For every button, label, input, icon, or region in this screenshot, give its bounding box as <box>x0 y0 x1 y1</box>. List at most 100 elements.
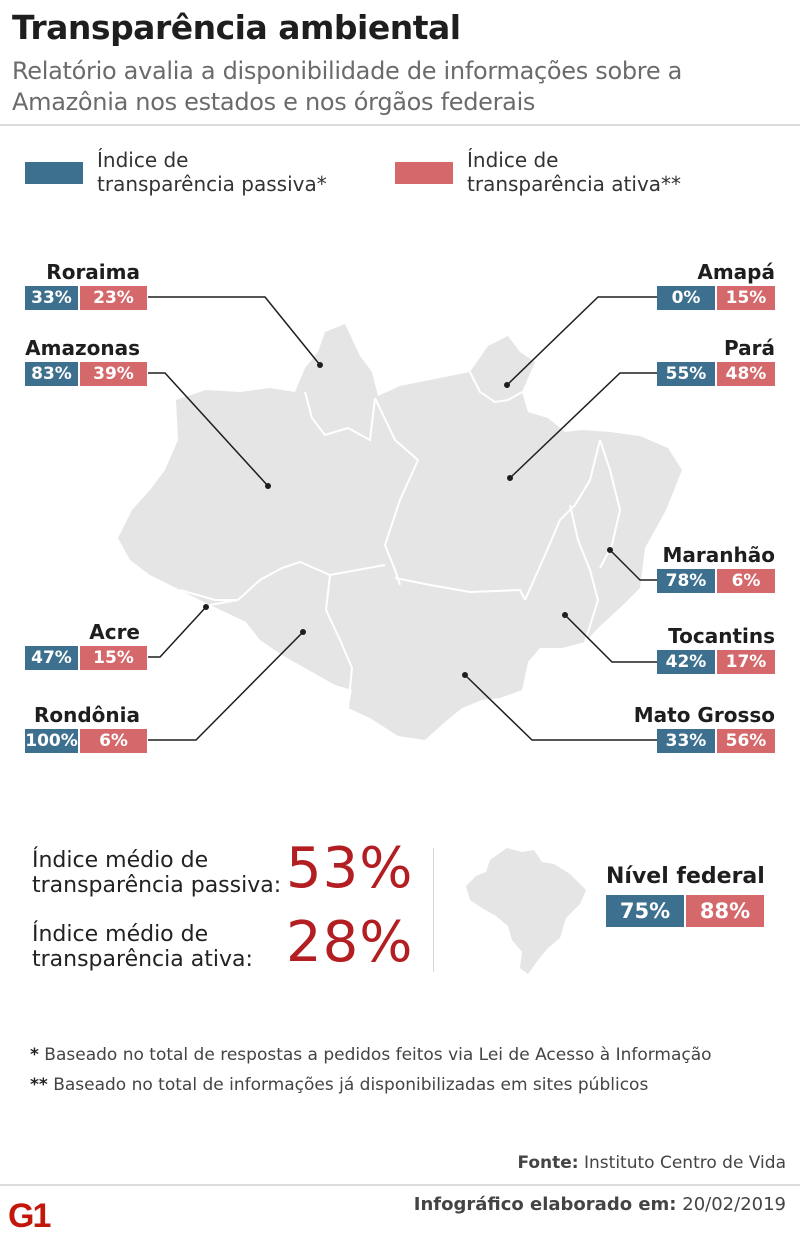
credit-value: 20/02/2019 <box>682 1194 786 1215</box>
leader-amazonas <box>148 372 269 487</box>
g1-logo: G1 <box>8 1197 52 1232</box>
legend-active-line2: transparência ativa** <box>467 172 682 196</box>
pill-separator <box>78 362 80 386</box>
active-value-acre: 15% <box>80 646 147 670</box>
border-amapa-para <box>469 371 523 404</box>
leader-rondonia <box>148 631 304 741</box>
avg-active-line2: transparência ativa: <box>32 947 253 972</box>
active-value-amapa: 15% <box>717 286 775 310</box>
state-name-acre: Acre <box>89 620 140 644</box>
border-roraima-amazonas <box>304 391 376 442</box>
dot-acre <box>203 604 209 610</box>
passive-value-matogrosso: 33% <box>657 729 715 753</box>
active-value-roraima: 23% <box>80 286 147 310</box>
border-tocantins-maranhao <box>569 504 600 643</box>
pill-separator <box>78 286 80 310</box>
state-name-para: Pará <box>724 336 775 360</box>
dot-amazonas <box>265 483 271 489</box>
state-values-acre: 47% 15% <box>25 646 147 670</box>
avg-passive-value: 53% <box>286 836 414 901</box>
legend-passive-swatch <box>25 162 83 184</box>
page-title: Transparência ambiental <box>12 8 461 47</box>
passive-value-maranhao: 78% <box>657 569 715 593</box>
passive-value-tocantins: 42% <box>657 650 715 674</box>
leader-para <box>509 372 657 479</box>
passive-value-amapa: 0% <box>657 286 715 310</box>
pill-separator <box>715 362 717 386</box>
section-divider <box>433 848 434 972</box>
dot-tocantins <box>562 612 568 618</box>
avg-passive-line1: Índice médio de <box>32 848 209 873</box>
page-subtitle: Relatório avalia a disponibilidade de in… <box>12 57 683 116</box>
pill-separator <box>715 650 717 674</box>
footnote-active-mark: ** <box>30 1075 48 1095</box>
federal-values: 75% 88% <box>606 895 764 927</box>
dot-amapa <box>504 382 510 388</box>
border-maranhao-inner <box>599 439 622 569</box>
credit-label: Infográfico elaborado em: <box>413 1194 677 1215</box>
avg-active-value: 28% <box>286 910 414 975</box>
brazil-map-icon <box>466 848 586 974</box>
state-name-rondonia: Rondônia <box>33 703 140 727</box>
pill-separator <box>715 286 717 310</box>
pill-separator <box>715 729 717 753</box>
leader-matogrosso <box>464 674 657 741</box>
avg-active-line1: Índice médio de <box>32 922 209 947</box>
source-label: Fonte: <box>517 1153 579 1173</box>
active-value-amazonas: 39% <box>80 362 147 386</box>
avg-passive-label: Índice médio de transparência passiva: <box>32 848 281 898</box>
legend-passive-line2: transparência passiva* <box>97 172 327 196</box>
footnote-passive-mark: * <box>30 1045 39 1065</box>
source-line: Fonte: Instituto Centro de Vida <box>517 1153 786 1173</box>
footnote-active-text: Baseado no total de informações já dispo… <box>53 1075 649 1095</box>
state-name-amazonas: Amazonas <box>25 336 140 360</box>
state-name-maranhao: Maranhão <box>662 543 775 567</box>
state-values-amapa: 0% 15% <box>657 286 775 310</box>
state-values-tocantins: 42% 17% <box>657 650 775 674</box>
source-value: Instituto Centro de Vida <box>584 1153 786 1173</box>
legend-passive-label: Índice de transparência passiva* <box>97 148 327 196</box>
pill-separator <box>684 895 686 927</box>
federal-label: Nível federal <box>606 864 765 889</box>
legend-active-label: Índice de transparência ativa** <box>467 148 681 196</box>
legal-amazon-map <box>118 296 682 741</box>
footnote-passive-text: Baseado no total de respostas a pedidos … <box>44 1045 712 1065</box>
border-acre-amazonas <box>179 589 238 601</box>
legend-active-swatch <box>395 162 453 184</box>
header-divider <box>0 124 800 126</box>
passive-value-roraima: 33% <box>25 286 78 310</box>
state-values-para: 55% 48% <box>657 362 775 386</box>
state-name-amapa: Amapá <box>697 260 775 284</box>
state-values-matogrosso: 33% 56% <box>657 729 775 753</box>
state-values-rondonia: 100% 6% <box>25 729 147 753</box>
active-value-maranhao: 6% <box>717 569 775 593</box>
dot-rondonia <box>300 629 306 635</box>
avg-passive-line2: transparência passiva: <box>32 873 282 898</box>
footnote-passive: * Baseado no total de respostas a pedido… <box>30 1045 712 1065</box>
legend-passive-line1: Índice de <box>97 148 189 172</box>
dot-roraima <box>317 362 323 368</box>
legend-active-line1: Índice de <box>467 148 559 172</box>
state-values-roraima: 33% 23% <box>25 286 147 310</box>
state-values-amazonas: 83% 39% <box>25 362 147 386</box>
border-rondonia-matogrosso <box>324 574 354 709</box>
leader-maranhao <box>609 549 657 581</box>
leader-acre <box>148 606 207 658</box>
active-value-tocantins: 17% <box>717 650 775 674</box>
state-name-matogrosso: Mato Grosso <box>633 703 775 727</box>
leader-roraima <box>148 296 321 366</box>
border-amazonas-para <box>374 397 420 586</box>
dot-para <box>507 475 513 481</box>
passive-value-amazonas: 83% <box>25 362 78 386</box>
passive-value-rondonia: 100% <box>25 729 78 753</box>
state-name-roraima: Roraima <box>46 260 140 284</box>
state-name-tocantins: Tocantins <box>668 624 775 648</box>
pill-separator <box>78 646 80 670</box>
federal-active-value: 88% <box>686 895 764 927</box>
state-values-maranhao: 78% 6% <box>657 569 775 593</box>
active-value-para: 48% <box>717 362 775 386</box>
footnote-active: ** Baseado no total de informações já di… <box>30 1075 648 1095</box>
avg-active-label: Índice médio de transparência ativa: <box>32 922 253 972</box>
pill-separator <box>78 729 80 753</box>
legal-amazon-shape <box>118 324 682 740</box>
